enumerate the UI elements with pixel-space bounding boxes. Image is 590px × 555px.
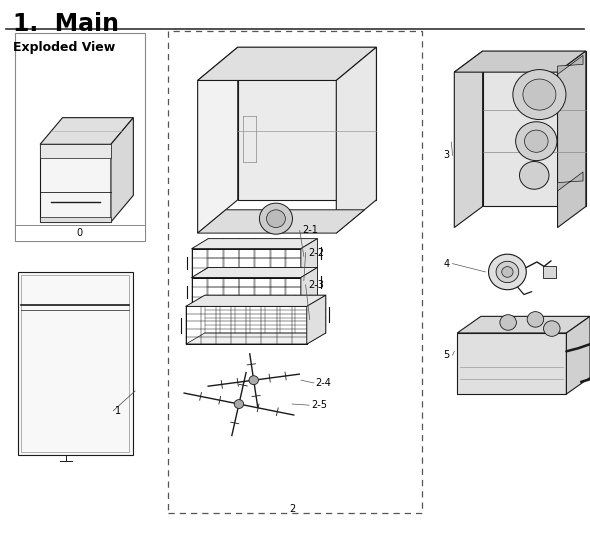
Polygon shape: [40, 144, 111, 222]
Polygon shape: [111, 118, 133, 222]
Polygon shape: [15, 33, 145, 241]
Polygon shape: [454, 51, 483, 228]
Polygon shape: [18, 272, 133, 455]
Circle shape: [234, 400, 244, 408]
Text: 2-2: 2-2: [308, 248, 324, 258]
Polygon shape: [457, 316, 590, 333]
Circle shape: [525, 130, 548, 152]
Text: 0: 0: [77, 228, 83, 238]
Polygon shape: [543, 266, 556, 278]
Text: 5: 5: [443, 350, 450, 360]
Polygon shape: [186, 333, 326, 344]
Circle shape: [249, 376, 258, 385]
Polygon shape: [192, 268, 317, 278]
Polygon shape: [198, 210, 365, 233]
Polygon shape: [15, 225, 145, 241]
Polygon shape: [483, 51, 586, 206]
Polygon shape: [192, 239, 317, 249]
Circle shape: [489, 254, 526, 290]
Circle shape: [502, 266, 513, 278]
Polygon shape: [198, 47, 376, 80]
Polygon shape: [454, 51, 586, 72]
Text: 4: 4: [444, 259, 450, 269]
Polygon shape: [238, 47, 376, 200]
Circle shape: [496, 261, 519, 282]
Polygon shape: [192, 296, 317, 306]
Text: 1.  Main: 1. Main: [13, 12, 119, 36]
Polygon shape: [558, 51, 586, 228]
Polygon shape: [40, 118, 133, 144]
Text: 1: 1: [115, 406, 121, 416]
Circle shape: [523, 79, 556, 110]
Text: Exploded View: Exploded View: [13, 41, 115, 54]
Polygon shape: [558, 56, 583, 74]
Polygon shape: [301, 239, 317, 278]
Text: 2-1: 2-1: [302, 225, 318, 235]
Text: 2-5: 2-5: [311, 400, 327, 410]
Bar: [168, 31, 422, 513]
Polygon shape: [40, 218, 111, 222]
Polygon shape: [198, 47, 238, 233]
Circle shape: [519, 162, 549, 189]
Polygon shape: [566, 316, 590, 394]
Polygon shape: [307, 295, 326, 344]
Polygon shape: [40, 144, 111, 158]
Circle shape: [500, 315, 516, 330]
Circle shape: [527, 312, 544, 327]
Polygon shape: [186, 295, 326, 306]
Polygon shape: [558, 172, 583, 191]
Circle shape: [267, 210, 286, 228]
Circle shape: [260, 203, 293, 234]
Circle shape: [516, 122, 557, 160]
Polygon shape: [192, 268, 317, 278]
Circle shape: [543, 321, 560, 336]
Text: 3: 3: [444, 150, 450, 160]
Polygon shape: [301, 268, 317, 306]
Circle shape: [513, 69, 566, 119]
Polygon shape: [336, 47, 376, 233]
Text: 2-4: 2-4: [316, 378, 332, 388]
Polygon shape: [457, 333, 566, 394]
Text: 2-3: 2-3: [308, 280, 324, 290]
Text: 2: 2: [289, 504, 295, 514]
